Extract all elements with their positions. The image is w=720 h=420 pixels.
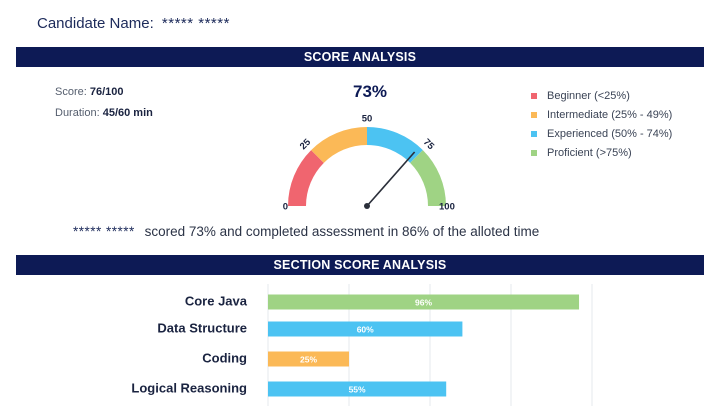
bar-value-label: 55% (349, 384, 366, 394)
gauge-tick-label: 50 (362, 114, 373, 125)
section-analysis-banner: SECTION SCORE ANALYSIS (16, 255, 704, 275)
gauge-needle-hub (364, 203, 370, 209)
gauge-percent: 73% (352, 82, 388, 101)
bar-value-label: 96% (415, 297, 432, 307)
legend-swatch-intermediate (531, 111, 537, 118)
candidate-name: ***** ***** (161, 15, 230, 32)
bar (268, 381, 447, 397)
gauge-tick-label: 0 (283, 202, 288, 213)
bar (268, 294, 580, 310)
legend-swatch-experienced (531, 130, 537, 137)
legend-item-beginner: Beginner (<25%) (531, 86, 672, 105)
legend-swatch-proficient (531, 149, 537, 156)
legend-item-experienced: Experienced (50% - 74%) (531, 124, 672, 143)
category-label: Logical Reasoning (131, 380, 247, 395)
summary-line: ***** ***** scored 73% and completed ass… (73, 224, 539, 239)
bar-value-label: 60% (357, 324, 374, 334)
score-stat: Score: 76/100 (55, 86, 124, 98)
gauge-tick-label: 100 (439, 202, 455, 213)
category-label: Core Java (185, 293, 248, 308)
score-label: Score: (55, 86, 87, 98)
candidate-name-row: Candidate Name: ***** ***** (37, 15, 230, 32)
gauge-band-intermediate (311, 127, 368, 164)
legend-item-proficient: Proficient (>75%) (531, 143, 672, 162)
duration-stat: Duration: 45/60 min (55, 107, 153, 119)
duration-value: 45/60 min (102, 107, 153, 119)
bar (268, 351, 349, 367)
score-analysis-banner: SCORE ANALYSIS (16, 47, 704, 67)
gauge-legend: Beginner (<25%) Intermediate (25% - 49%)… (531, 86, 672, 162)
summary-candidate-name: ***** ***** (73, 224, 135, 239)
category-label: Coding (202, 350, 247, 365)
candidate-label: Candidate Name: (37, 15, 154, 32)
legend-swatch-beginner (531, 92, 537, 99)
legend-label: Proficient (>75%) (547, 146, 632, 159)
legend-item-intermediate: Intermediate (25% - 49%) (531, 105, 672, 124)
duration-label: Duration: (55, 107, 100, 119)
gauge-band-beginner (288, 150, 325, 207)
summary-text: scored 73% and completed assessment in 8… (144, 224, 540, 239)
score-value: 76/100 (89, 86, 124, 98)
legend-label: Beginner (<25%) (547, 89, 630, 102)
gauge-band-proficient (409, 150, 446, 207)
category-label: Data Structure (157, 320, 247, 335)
gauge-needle (366, 151, 416, 207)
legend-label: Intermediate (25% - 49%) (547, 108, 673, 121)
legend-label: Experienced (50% - 74%) (547, 127, 673, 140)
bar-value-label: 25% (300, 354, 317, 364)
bar (268, 321, 463, 337)
